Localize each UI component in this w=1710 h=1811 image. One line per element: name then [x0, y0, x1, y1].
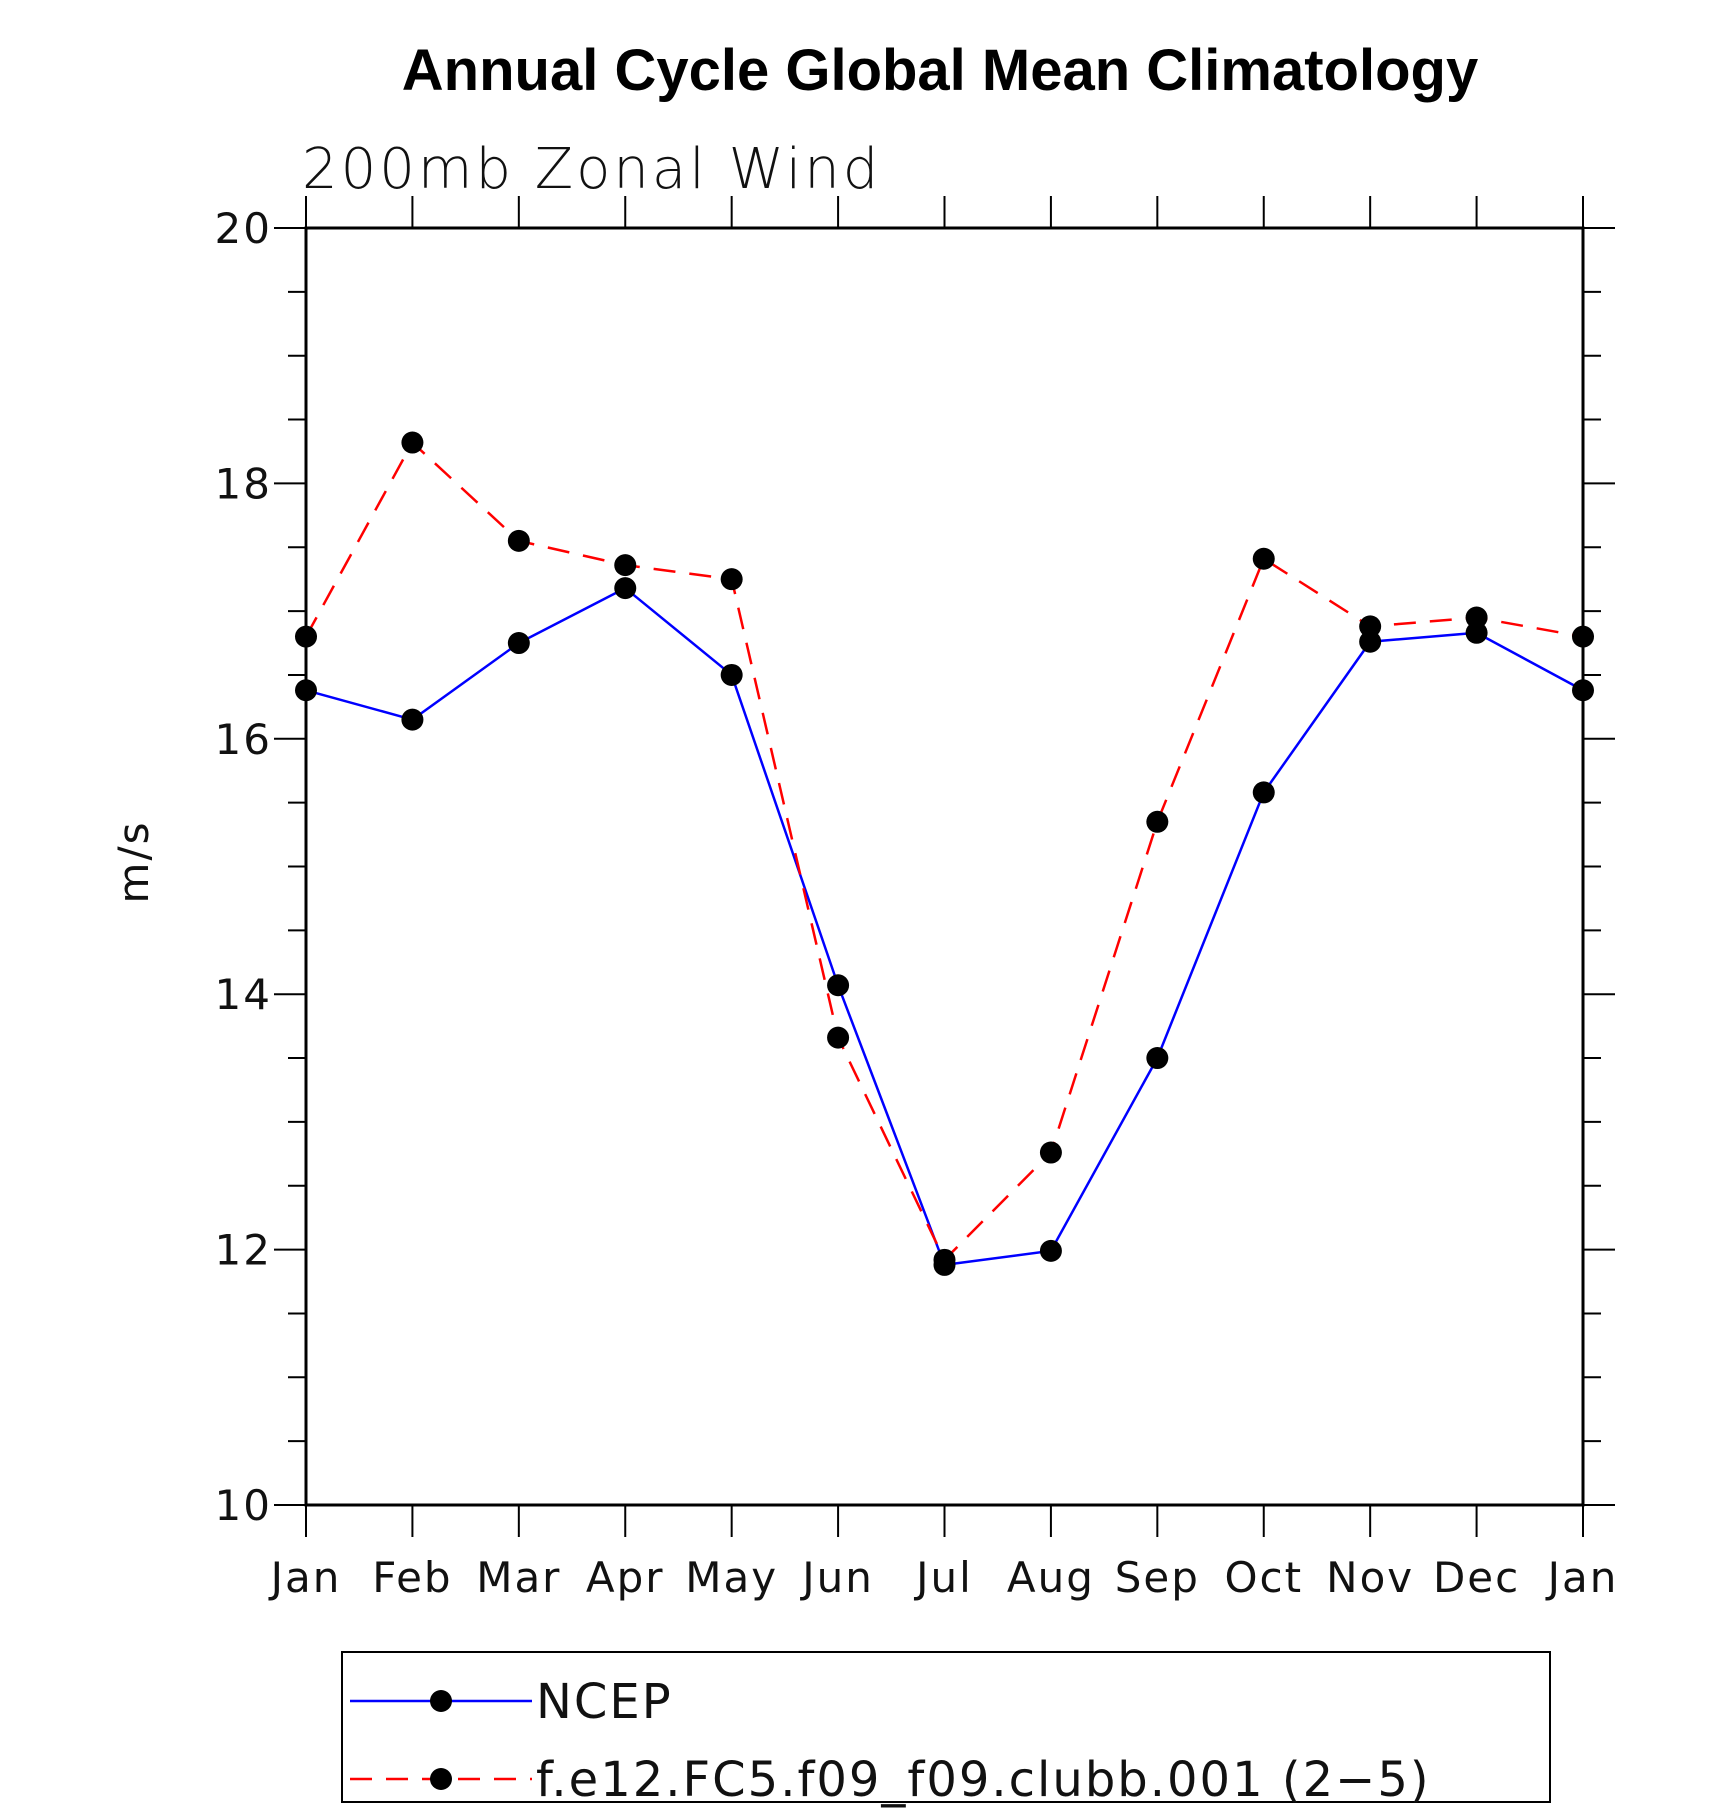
series-1-point: [1572, 679, 1594, 702]
x-tick-label: Jan: [1545, 1553, 1619, 1602]
y-tick-label: 14: [215, 970, 272, 1019]
series-2: [295, 431, 1594, 1271]
legend-marker-2: [430, 1768, 452, 1790]
chart-subtitle: 200mb Zonal Wind: [302, 137, 881, 202]
series-1-point: [1252, 781, 1275, 804]
series-1-point: [1465, 621, 1488, 644]
series-1-point: [827, 974, 850, 997]
legend-box: [341, 1651, 1551, 1803]
series-1-point: [1359, 630, 1382, 653]
x-tick-label: Sep: [1115, 1553, 1200, 1602]
series-1-line: [305, 586, 1584, 1267]
x-tick-label: Dec: [1433, 1553, 1520, 1602]
legend-label-2: f.e12.FC5.f09_f09.clubb.001 (2−5): [536, 1752, 1431, 1808]
series-2-point: [507, 529, 530, 552]
x-tick-label: Oct: [1224, 1553, 1303, 1602]
x-tick-label: Jul: [913, 1553, 973, 1602]
series-1-point: [1039, 1239, 1062, 1262]
legend: NCEP f.e12.FC5.f09_f09.clubb.001 (2−5): [341, 1651, 1551, 1808]
series-2-point: [1359, 615, 1382, 638]
series-1: [295, 577, 1594, 1276]
series-2-point: [1039, 1141, 1062, 1164]
x-tick-label: Feb: [372, 1553, 452, 1602]
series-1-point: [295, 679, 317, 702]
series-2-point: [1465, 606, 1488, 629]
series-1-point: [614, 577, 637, 600]
series-2-point: [1572, 625, 1594, 648]
series-1-point: [720, 663, 743, 686]
x-tick-label: Mar: [476, 1553, 561, 1602]
y-tick-label: 12: [215, 1226, 272, 1275]
x-tick-label: Aug: [1007, 1553, 1095, 1602]
y-tick-label: 16: [215, 715, 272, 764]
series-2-point: [295, 625, 317, 648]
chart-title: Annual Cycle Global Mean Climatology: [402, 38, 1478, 103]
legend-marker-1: [430, 1690, 452, 1712]
series-2-line: [304, 440, 1584, 1262]
series-2-point: [827, 1026, 850, 1049]
series-2-point: [1252, 547, 1275, 570]
y-tick-label: 10: [215, 1481, 272, 1530]
series-1-point: [401, 708, 424, 731]
series-1-point: [507, 632, 530, 655]
series-1-point: [1146, 1047, 1169, 1070]
series-layer: [295, 431, 1594, 1276]
series-2-point: [401, 431, 424, 454]
x-tick-label: Jun: [799, 1553, 874, 1602]
x-tick-label: Nov: [1326, 1553, 1414, 1602]
series-2-point: [614, 554, 637, 577]
y-axis-label: m/s: [109, 821, 158, 904]
x-tick-label: Jan: [268, 1553, 342, 1602]
y-tick-label: 18: [215, 459, 272, 508]
series-2-point: [720, 568, 743, 591]
x-tick-label: May: [685, 1553, 778, 1602]
plot-axes: 10 12 14 16 18 20 Jan Feb Mar Apr May Jun Jul Aug Sep O…: [215, 196, 1619, 1602]
plot-frame: [304, 226, 1585, 1507]
legend-label-1: NCEP: [536, 1674, 673, 1730]
y-tick-label: 20: [215, 204, 272, 253]
series-2-point: [1146, 810, 1169, 833]
series-2-point: [933, 1248, 956, 1271]
x-tick-label: Apr: [586, 1553, 665, 1602]
